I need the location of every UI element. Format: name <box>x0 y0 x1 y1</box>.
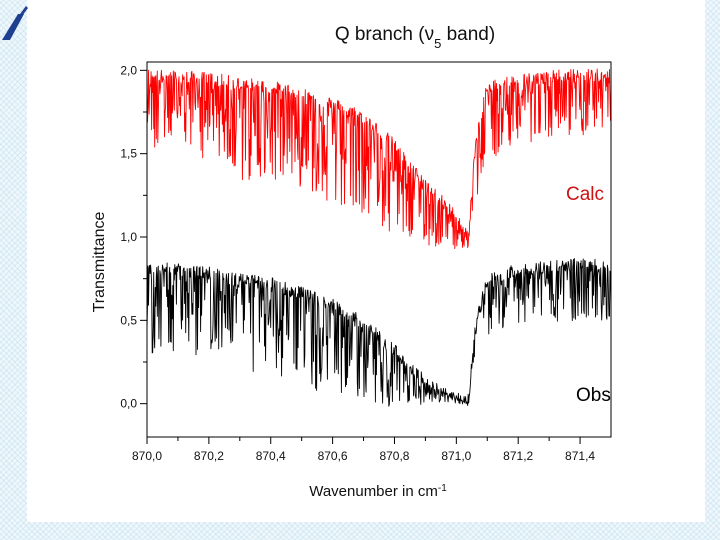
chart-title-nu: ν <box>425 24 435 45</box>
chart-title-end: band) <box>441 24 495 45</box>
y-tick-label: 1,0 <box>120 230 137 244</box>
y-tick-label: 1,5 <box>120 147 137 161</box>
y-axis-label: Transmittance <box>91 212 108 313</box>
slide-panel <box>27 0 705 522</box>
plot-series-group <box>146 68 612 407</box>
series-label-obs: Obs <box>576 385 611 406</box>
x-tick-label: 871,0 <box>441 449 471 463</box>
x-axis-label-text: Wavenumber in cm <box>309 483 438 500</box>
plot-area-frame <box>146 61 612 438</box>
x-tick-label: 870,6 <box>318 449 348 463</box>
chart-title-sub: 5 <box>434 36 441 51</box>
axes-group: 870,0 870,2 870,4 870,6 870,8 871,0 871,2 871,4… <box>120 63 595 463</box>
x-axis-label-sup: -1 <box>438 483 447 494</box>
y-tick-label: 2,0 <box>120 63 137 77</box>
chart-title-main: Q branch ( <box>335 24 425 45</box>
y-tick-label: 0,0 <box>120 397 137 411</box>
y-tick-label: 0,5 <box>120 313 137 327</box>
x-tick-label: 870,8 <box>379 449 409 463</box>
series-line-calc <box>146 68 612 250</box>
series-line-obs <box>146 258 612 407</box>
x-tick-label: 870,4 <box>256 449 286 463</box>
x-tick-label: 870,0 <box>132 449 162 463</box>
logo-icon <box>2 6 28 40</box>
series-label-calc: Calc <box>566 184 604 205</box>
chart-title: Q branch (ν5 band) <box>335 24 495 51</box>
x-tick-label: 871,4 <box>565 449 595 463</box>
x-tick-label: 870,2 <box>194 449 224 463</box>
x-axis-label: Wavenumber in cm-1 <box>309 483 447 501</box>
x-tick-label: 871,2 <box>503 449 533 463</box>
